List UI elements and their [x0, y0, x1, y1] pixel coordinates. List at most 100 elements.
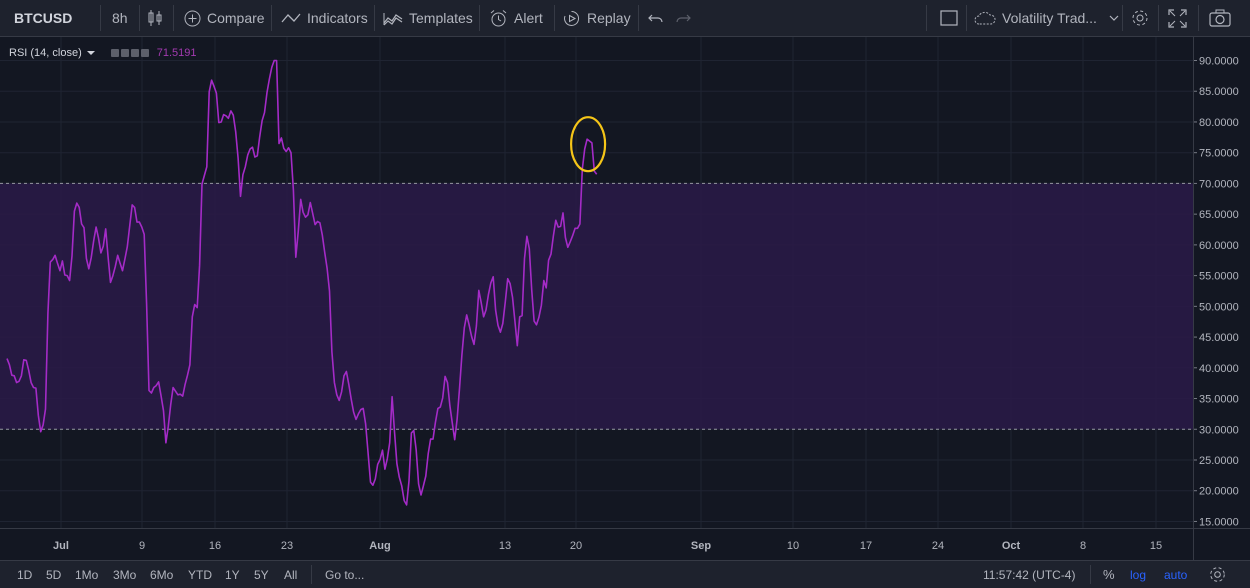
range-5y-button[interactable]: 5Y	[254, 567, 269, 582]
x-tick-label: 9	[139, 540, 145, 552]
expand-icon	[1168, 8, 1187, 28]
x-tick-label: Aug	[369, 540, 390, 552]
x-tick-label: 15	[1150, 540, 1162, 552]
clock-display[interactable]: 11:57:42 (UTC-4)	[983, 567, 1076, 582]
templates-label: Templates	[409, 10, 473, 26]
redo-button[interactable]	[675, 0, 691, 36]
snapshot-button[interactable]	[1209, 0, 1231, 36]
range-1y-button[interactable]: 1Y	[225, 567, 240, 582]
toolbar-divider	[271, 5, 272, 31]
y-tick-label: 30.0000	[1199, 424, 1239, 436]
x-tick-label: 16	[209, 540, 221, 552]
indicators-button[interactable]: Indicators	[281, 0, 368, 36]
x-tick-label: 17	[860, 540, 872, 552]
range-1mo-button[interactable]: 1Mo	[75, 567, 99, 582]
range-all-button[interactable]: All	[284, 567, 298, 582]
rsi-band-fill	[0, 183, 1193, 430]
plus-circle-icon	[184, 10, 201, 26]
toolbar-divider	[173, 5, 174, 31]
toolbar-divider	[926, 5, 927, 31]
chart-pane[interactable]: 90.0000 85.0000 80.0000 75.0000 70.0000 65.00…	[0, 37, 1250, 560]
x-tick-label: 24	[932, 540, 944, 552]
camera-icon	[1209, 9, 1231, 27]
y-tick-label: 25.0000	[1199, 455, 1239, 467]
alert-button[interactable]: Alert	[489, 0, 543, 36]
highlight-ellipse[interactable]	[569, 116, 607, 173]
rsi-series	[6, 59, 598, 506]
rsi-band	[0, 182, 1193, 430]
symbol-search-button[interactable]: BTCUSD	[14, 10, 73, 26]
toolbar-divider	[1158, 5, 1159, 31]
y-tick-label: 15.0000	[1199, 516, 1239, 528]
y-tick-label: 35.0000	[1199, 394, 1239, 406]
toolbar-divider	[966, 5, 967, 31]
cloud-icon	[974, 11, 996, 24]
time-axis[interactable]: Jul 9 16 23 Aug 13 20 Sep 10 17 24 Oct 8 15	[0, 528, 1250, 553]
indicators-icon	[281, 13, 301, 23]
undo-button[interactable]	[648, 0, 664, 36]
y-tick-label: 40.0000	[1199, 363, 1239, 375]
x-tick-label: 13	[499, 540, 511, 552]
highlight-annotation[interactable]	[569, 116, 607, 173]
y-tick-label: 60.0000	[1199, 240, 1239, 252]
templates-icon	[383, 13, 403, 26]
square-icon	[940, 10, 958, 26]
percent-scale-toggle[interactable]: %	[1103, 567, 1115, 582]
range-5d-button[interactable]: 5D	[46, 567, 62, 582]
layout-menu-button[interactable]: Volatility Trad...	[974, 0, 1119, 36]
y-tick-label: 45.0000	[1199, 332, 1239, 344]
fullscreen-toggle-button[interactable]	[940, 0, 958, 36]
x-tick-label: 8	[1080, 540, 1086, 552]
toolbar-divider	[374, 5, 375, 31]
y-tick-label: 75.0000	[1199, 148, 1239, 160]
chart-style-button[interactable]	[147, 0, 163, 36]
log-scale-toggle[interactable]: log	[1130, 567, 1147, 582]
y-tick-label: 55.0000	[1199, 271, 1239, 283]
auto-scale-toggle[interactable]: auto	[1164, 567, 1188, 582]
x-tick-label: 10	[787, 540, 799, 552]
interval-button[interactable]: 8h	[112, 10, 128, 26]
top-toolbar: BTCUSD 8h Compare Indicators Templates	[0, 0, 1250, 37]
toolbar-divider	[100, 5, 101, 31]
x-tick-label: 20	[570, 540, 582, 552]
price-axis[interactable]: 90.0000 85.0000 80.0000 75.0000 70.0000 65.00…	[1193, 37, 1239, 560]
indicator-title[interactable]: RSI (14, close)	[9, 47, 82, 59]
goto-button[interactable]: Go to...	[325, 567, 365, 582]
y-tick-label: 65.0000	[1199, 209, 1239, 221]
gear-icon[interactable]	[120, 49, 129, 57]
replay-label: Replay	[587, 10, 631, 26]
compare-button[interactable]: Compare	[184, 0, 265, 36]
range-ytd-button[interactable]: YTD	[188, 567, 212, 582]
range-6mo-button[interactable]: 6Mo	[150, 567, 174, 582]
close-icon[interactable]	[140, 49, 149, 57]
toolbar-divider	[1090, 565, 1091, 584]
range-3mo-button[interactable]: 3Mo	[113, 567, 137, 582]
caret-down-icon[interactable]	[86, 50, 95, 56]
undo-icon	[648, 14, 663, 23]
y-tick-label: 80.0000	[1199, 117, 1239, 129]
gear-icon	[1210, 567, 1225, 582]
rsi-chart[interactable]: 90.0000 85.0000 80.0000 75.0000 70.0000 65.00…	[0, 37, 1250, 560]
y-tick-label: 20.0000	[1199, 486, 1239, 498]
eye-icon[interactable]	[110, 49, 119, 57]
indicators-label: Indicators	[307, 10, 368, 26]
range-1d-button[interactable]: 1D	[17, 567, 33, 582]
templates-button[interactable]: Templates	[383, 0, 473, 36]
plus-icon[interactable]	[130, 49, 139, 57]
layout-name: Volatility Trad...	[1002, 10, 1097, 26]
gear-icon	[1132, 10, 1148, 26]
redo-icon	[676, 14, 691, 23]
y-tick-label: 85.0000	[1199, 86, 1239, 98]
replay-icon	[564, 10, 580, 26]
candles-icon	[148, 10, 162, 26]
chart-settings-button[interactable]	[1208, 561, 1227, 588]
x-tick-label: Sep	[691, 540, 711, 552]
toolbar-divider	[554, 5, 555, 31]
x-tick-label: Oct	[1002, 540, 1021, 552]
toolbar-divider	[479, 5, 480, 31]
indicator-legend[interactable]: RSI (14, close) 71.5191	[9, 47, 197, 59]
fullscreen-button[interactable]	[1168, 0, 1187, 36]
replay-button[interactable]: Replay	[562, 0, 631, 36]
settings-button[interactable]	[1130, 0, 1150, 36]
indicator-value: 71.5191	[156, 47, 197, 59]
